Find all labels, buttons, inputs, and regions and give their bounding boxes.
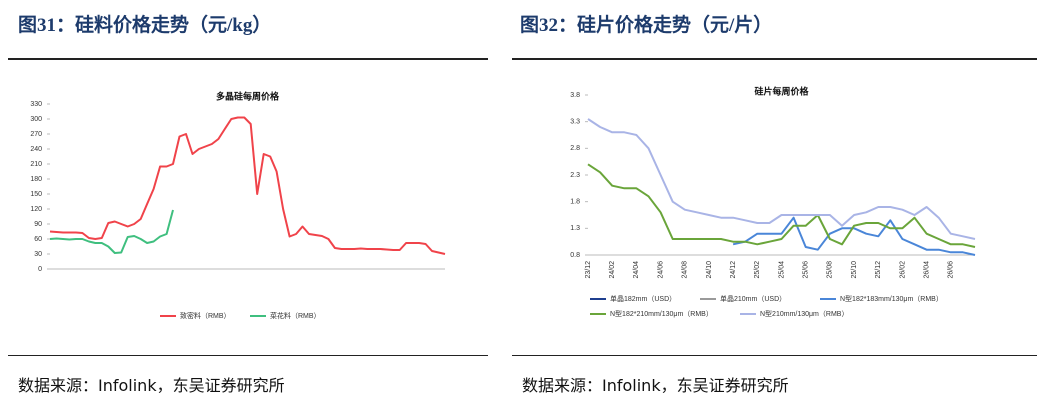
rule — [512, 58, 1037, 60]
y-tick-label: 150 — [30, 191, 42, 198]
x-tick-label: 25/12 — [875, 261, 882, 279]
y-tick-label: 300 — [30, 116, 42, 123]
rule — [8, 355, 488, 356]
chart-title: 硅片每周价格 — [754, 85, 809, 96]
x-tick-label: 25/06 — [803, 261, 810, 279]
y-tick-label: 240 — [30, 146, 42, 153]
legend-label: 单晶210mm（USD） — [720, 294, 786, 303]
series-line — [587, 163, 976, 248]
y-tick-label: 0 — [38, 266, 42, 273]
x-tick-label: 26/02 — [899, 261, 906, 279]
source: 数据来源：Infolink，东吴证券研究所 — [522, 376, 789, 395]
y-tick-label: 60 — [34, 236, 42, 243]
legend-label: 菜花料（RMB） — [270, 311, 321, 320]
chart-title: 多晶硅每周价格 — [216, 90, 280, 101]
series-line — [49, 209, 174, 254]
x-tick-label: 24/08 — [682, 261, 689, 279]
y-tick-label: 180 — [30, 176, 42, 183]
legend-label: 致密料（RMB） — [180, 311, 231, 320]
y-tick-label: 270 — [30, 131, 42, 138]
x-tick-label: 24/10 — [706, 261, 713, 279]
y-tick-label: 30 — [34, 251, 42, 258]
legend-label: N型182*210mm/130μm（RMB） — [610, 309, 713, 318]
y-tick-label: 2.8 — [570, 145, 580, 152]
series-line — [732, 216, 976, 256]
x-tick-label: 23/12 — [585, 261, 592, 279]
y-tick-label: 1.3 — [570, 225, 580, 232]
caption: 图32：硅片价格走势（元/片） — [520, 15, 773, 36]
caption: 图31：硅料价格走势（元/kg） — [18, 15, 272, 36]
x-tick-label: 24/04 — [633, 261, 640, 279]
source: 数据来源：Infolink，东吴证券研究所 — [18, 376, 285, 395]
x-tick-label: 25/02 — [754, 261, 761, 279]
y-tick-label: 120 — [30, 206, 42, 213]
rule — [512, 355, 1037, 356]
x-tick-label: 24/06 — [657, 261, 664, 279]
y-tick-label: 330 — [30, 101, 42, 108]
y-tick-label: 3.8 — [570, 92, 580, 99]
x-tick-label: 26/04 — [923, 261, 930, 279]
rule — [8, 58, 488, 60]
x-tick-label: 24/02 — [609, 261, 616, 279]
legend-label: N型182*183mm/130μm（RMB） — [840, 294, 943, 303]
y-tick-label: 1.8 — [570, 199, 580, 206]
x-tick-label: 24/12 — [730, 261, 737, 279]
x-tick-label: 26/06 — [948, 261, 955, 279]
series-line — [587, 118, 976, 240]
x-tick-label: 25/04 — [778, 261, 785, 279]
series-line — [49, 116, 446, 255]
x-tick-label: 25/10 — [851, 261, 858, 279]
x-tick-label: 25/08 — [827, 261, 834, 279]
y-tick-label: 90 — [34, 221, 42, 228]
y-tick-label: 2.3 — [570, 172, 580, 179]
y-tick-label: 210 — [30, 161, 42, 168]
legend-label: N型210mm/130μm（RMB） — [760, 309, 848, 318]
y-tick-label: 0.8 — [570, 252, 580, 259]
legend-label: 单晶182mm（USD） — [610, 294, 676, 303]
y-tick-label: 3.3 — [570, 119, 580, 126]
